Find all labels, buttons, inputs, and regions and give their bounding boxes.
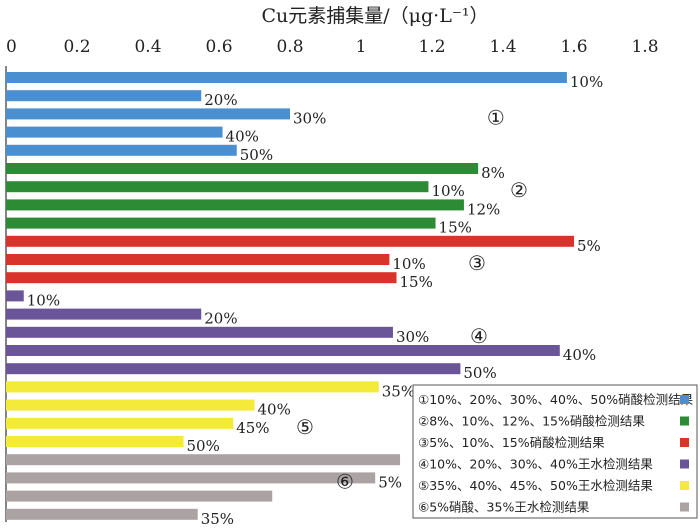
bar xyxy=(6,399,255,411)
bar-value-label: 40% xyxy=(563,346,596,364)
group-markers-layer: ① ② ③ ④ ⑤ ⑥ xyxy=(296,105,528,493)
bar-value-label: 10% xyxy=(392,255,425,273)
x-tick-label: 1.4 xyxy=(489,37,516,57)
x-tick-label: 1.8 xyxy=(631,37,658,57)
legend: ①10%、20%、30%、40%、50%硝酸检测结果 ②8%、10%、12%、15… xyxy=(412,384,698,519)
bar-value-label: 5% xyxy=(577,237,601,255)
legend-entry-label: ④10%、20%、30%、40%王水检测结果 xyxy=(418,457,653,472)
bar-value-label: 10% xyxy=(27,291,60,309)
bar-value-label: 15% xyxy=(439,219,472,237)
legend-entry-label: ⑥5%硝酸、35%王水检测结果 xyxy=(418,500,590,515)
bar xyxy=(6,181,429,193)
x-axis-title: Cu元素捕集量/（μg·L⁻¹） xyxy=(262,5,489,27)
group-marker: ⑥ xyxy=(336,469,354,493)
bar xyxy=(6,381,379,393)
legend-swatch xyxy=(680,416,689,426)
bar xyxy=(6,254,390,265)
bar xyxy=(6,472,376,484)
group-marker: ④ xyxy=(470,324,488,348)
bar-value-label: 10% xyxy=(431,182,464,200)
bar xyxy=(6,326,393,338)
legend-swatch xyxy=(680,438,689,447)
legend-entry-label: ①10%、20%、30%、40%、50%硝酸检测结果 xyxy=(418,392,694,407)
bar xyxy=(6,217,436,229)
bar-value-label: 10% xyxy=(570,73,603,91)
bar-value-label: 40% xyxy=(226,128,259,146)
bar xyxy=(6,199,464,211)
x-tick-label: 1.2 xyxy=(418,37,445,57)
x-tick-label: 0.2 xyxy=(63,37,90,57)
bar xyxy=(6,345,560,356)
legend-swatch xyxy=(680,481,689,490)
x-tick-label: 1 xyxy=(356,37,367,57)
legend-entry-label: ⑤35%、40%、45%、50%王水检测结果 xyxy=(418,478,653,493)
x-tick-label: 1.6 xyxy=(560,37,587,57)
x-tick-label: 0 xyxy=(6,37,17,57)
bar-value-label: 40% xyxy=(258,401,291,419)
bars-layer xyxy=(6,72,574,520)
bar xyxy=(6,508,198,520)
bar xyxy=(6,126,223,138)
bar-value-label: 30% xyxy=(293,109,326,127)
bar-value-label: 20% xyxy=(204,310,237,328)
legend-swatch xyxy=(680,459,689,469)
group-marker: ① xyxy=(487,105,505,129)
bar xyxy=(6,235,574,247)
bar xyxy=(6,163,479,174)
group-marker: ③ xyxy=(468,251,486,275)
bar-value-label: 50% xyxy=(240,146,273,164)
x-axis-ticks: 0 0.2 0.4 0.6 0.8 1 1.2 1.4 1.6 1.8 xyxy=(6,37,659,57)
bar-value-label: 12% xyxy=(467,200,500,218)
legend-entry-label: ③5%、10%、15%硝酸检测结果 xyxy=(418,435,605,450)
bar-value-label: 35% xyxy=(201,510,234,528)
legend-entry-label: ②8%、10%、12%、15%硝酸检测结果 xyxy=(418,414,645,429)
bar-value-label: 35% xyxy=(382,382,415,400)
bar xyxy=(6,490,273,502)
bar-value-label: 30% xyxy=(396,328,429,346)
legend-swatch xyxy=(680,395,689,404)
bar xyxy=(6,363,461,375)
bar-value-label: 20% xyxy=(204,91,237,109)
bar-value-label: 50% xyxy=(463,364,496,382)
group-marker: ⑤ xyxy=(296,415,314,439)
x-tick-label: 0.8 xyxy=(276,37,303,57)
bar-value-label: 5% xyxy=(378,473,402,491)
x-tick-label: 0.4 xyxy=(134,37,161,57)
bar xyxy=(6,90,202,102)
bar xyxy=(6,72,567,83)
bar xyxy=(6,417,234,429)
bar xyxy=(6,272,397,284)
legend-box xyxy=(412,384,698,519)
bar-value-label: 15% xyxy=(400,273,433,291)
group-marker: ② xyxy=(510,178,528,202)
bar xyxy=(6,436,184,447)
bar xyxy=(6,108,290,120)
bar xyxy=(6,308,202,320)
x-tick-label: 0.6 xyxy=(205,37,232,57)
bar-labels-layer: 10%20%30%40%50%8%10%12%15%5%10%15%10%20%… xyxy=(27,73,603,528)
bar-value-label: 50% xyxy=(187,437,220,455)
bar-value-label: 8% xyxy=(481,164,505,182)
legend-swatch xyxy=(680,502,689,512)
bar xyxy=(6,454,401,466)
bar-value-label: 45% xyxy=(236,419,269,437)
bar xyxy=(6,290,24,302)
bar xyxy=(6,144,237,156)
